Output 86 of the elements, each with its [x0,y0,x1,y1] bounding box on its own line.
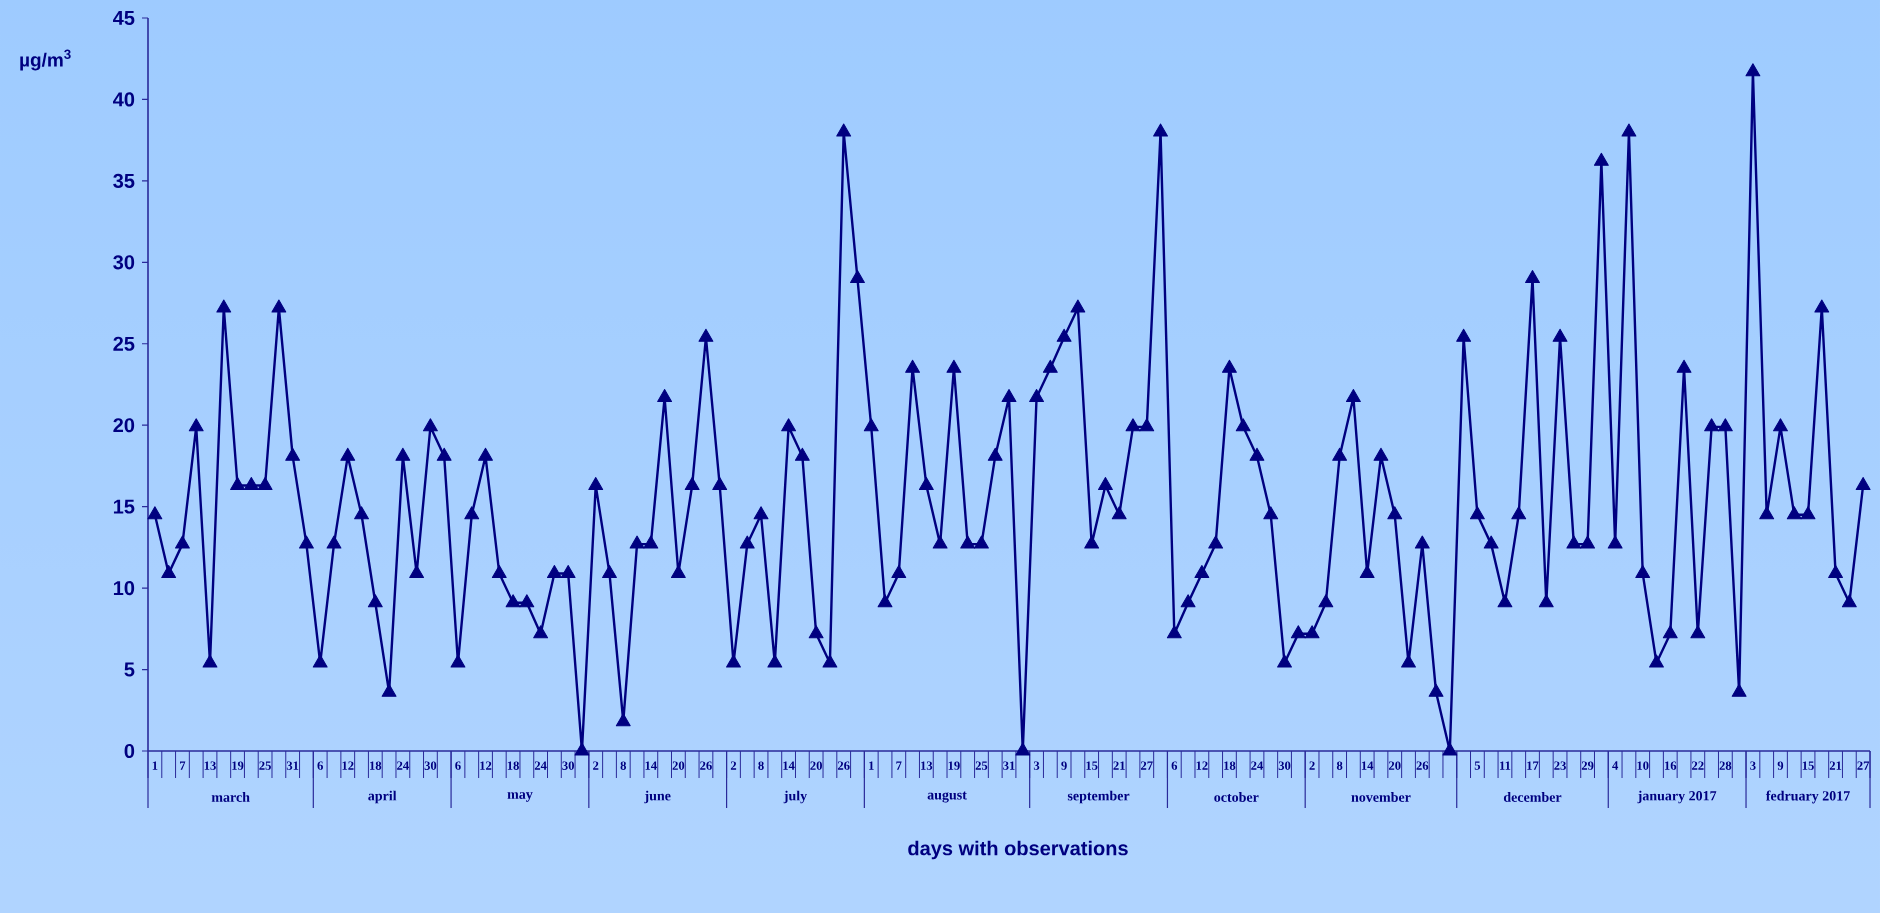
x-tick-label: 2 [593,761,599,770]
x-tick-label: 6 [1171,761,1178,770]
x-tick-label: 1 [869,761,874,770]
x-tick-label: 10 [1637,761,1649,770]
x-tick-label: 8 [758,761,764,770]
x-tick-label: 2 [730,761,737,770]
text: march [211,792,250,802]
x-tick-label: 23 [1554,761,1566,770]
x-tick-label: 12 [1196,761,1208,770]
text: july [783,790,808,804]
x-tick-label: 22 [1692,761,1704,770]
x-tick-label: 18 [1224,761,1236,770]
x-tick-label: 19 [948,761,960,770]
x-tick-label: 26 [837,761,850,770]
y-tick-label: 10 [113,581,135,596]
x-tick-label: 4 [1612,761,1619,770]
y-tick-label: 40 [113,92,135,107]
x-tick-label: 26 [1416,761,1429,770]
text: december [1503,792,1562,802]
x-tick-label: 20 [810,761,822,770]
x-axis-title: days with observations [908,840,1128,860]
y-tick-label: 5 [124,662,135,677]
x-tick-label: 31 [1003,761,1015,770]
x-tick-label: 17 [1527,761,1539,770]
x-tick-label: 12 [342,761,354,770]
y-axis-title: µg/m$^{3}$ [20,49,71,71]
x-tick-label: 7 [896,761,902,770]
x-tick-label: 24 [397,761,409,770]
x-tick-label: 2 [1309,761,1315,770]
y-tick-label: 25 [113,336,135,351]
x-tick-label: 31 [286,761,299,770]
x-tick-label: 29 [1581,761,1594,770]
y-tick-label: 35 [113,173,135,188]
x-tick-label: 27 [1857,761,1870,770]
x-tick-label: 8 [1336,761,1343,770]
x-tick-label: 6 [317,761,323,770]
x-tick-label: 3 [1750,761,1756,770]
x-tick-label: 15 [1802,761,1814,770]
y-tick-label: 45 [113,11,135,25]
x-tick-label: 18 [507,761,519,770]
x-tick-label: 15 [1086,761,1098,770]
text: june [644,790,671,804]
x-tick-label: 14 [645,761,657,770]
x-tick-label: 20 [1388,761,1401,770]
x-tick-label: 21 [1829,761,1842,770]
x-tick-label: 20 [672,761,685,770]
text: october [1214,792,1259,802]
x-tick-label: 19 [232,761,244,770]
x-tick-label: 30 [1278,761,1291,770]
x-tick-label: 25 [975,761,988,770]
x-tick-label: 9 [1061,761,1067,770]
y-tick-label: 30 [113,255,135,270]
y-tick-label: 0 [124,743,135,759]
y-tick-label: 15 [113,499,135,514]
x-tick-label: 12 [480,761,492,770]
x-tick-label: 30 [562,761,575,770]
x-tick-label: 3 [1033,761,1040,770]
x-tick-label: 13 [921,761,933,770]
x-tick-label: 14 [783,761,795,770]
x-tick-label: 14 [1361,761,1374,770]
x-tick-label: 18 [370,761,382,770]
text: september [1067,790,1130,804]
x-tick-label: 7 [180,761,186,770]
x-tick-label: 24 [1251,761,1264,770]
x-tick-label: 27 [1141,761,1153,770]
x-tick-label: 6 [455,761,461,770]
x-tick-label: 21 [1113,761,1125,770]
x-tick-label: 5 [1474,761,1481,770]
x-tick-label: 1 [152,761,158,770]
text: november [1351,792,1411,802]
text: april [368,790,397,804]
x-tick-label: 11 [1500,761,1511,770]
x-tick-label: 26 [700,761,712,770]
x-tick-label: 28 [1719,761,1732,770]
x-tick-label: 30 [424,761,437,770]
x-tick-label: 9 [1777,761,1784,770]
x-tick-label: 13 [204,761,216,770]
x-tick-label: 25 [259,761,271,770]
x-tick-label: 8 [620,761,627,770]
text: may [507,792,533,802]
text: august [927,791,967,803]
text: fedruary 2017 [1765,790,1850,804]
x-tick-label: 16 [1664,761,1677,770]
y-tick-label: 20 [113,418,135,433]
x-tick-label: 24 [534,761,547,770]
text: january 2017 [1637,790,1717,804]
